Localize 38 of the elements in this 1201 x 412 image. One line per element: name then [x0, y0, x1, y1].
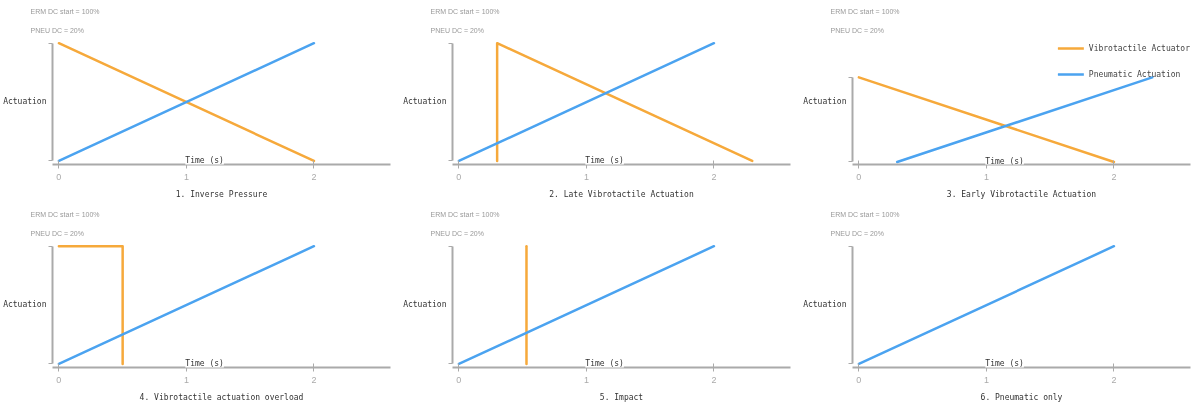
- y-axis-title: Actuation: [403, 97, 447, 106]
- x-tick-label: 1: [983, 374, 989, 385]
- x-tick-label: 0: [856, 374, 862, 385]
- x-tick-label: 0: [56, 374, 62, 385]
- x-tick-label: 2: [311, 171, 317, 182]
- legend-label: Pneumatic Actuation: [1088, 69, 1181, 79]
- x-tick-label: 1: [983, 171, 989, 182]
- text: 2. Late Vibrotactile Actuation: [549, 189, 694, 199]
- x-tick-label: 1: [183, 374, 189, 385]
- x-tick-label: 1: [583, 374, 589, 385]
- x-axis-title: Time (s): [985, 359, 1024, 369]
- y-axis-title: Actuation: [3, 300, 47, 309]
- y-axis-title: Actuation: [403, 300, 447, 309]
- y-axis-title: Actuation: [803, 97, 847, 106]
- x-tick-label: 0: [856, 171, 862, 182]
- x-tick-label: 0: [456, 171, 462, 182]
- text: 6. Pneumatic only: [980, 392, 1063, 402]
- text: 3. Early Vibrotactile Actuation: [946, 189, 1097, 199]
- x-tick-label: 2: [711, 171, 717, 182]
- x-tick-label: 0: [456, 374, 462, 385]
- x-tick-label: 1: [583, 171, 589, 182]
- x-tick-label: 2: [1111, 374, 1117, 385]
- text: 5. Impact: [599, 392, 644, 402]
- x-tick-label: 2: [711, 374, 717, 385]
- legend-label: Vibrotactile Actuator: [1088, 43, 1190, 53]
- x-tick-label: 2: [1111, 171, 1117, 182]
- y-axis-title: Actuation: [3, 97, 47, 106]
- x-axis-title: Time (s): [185, 359, 224, 369]
- text: 1. Inverse Pressure: [175, 189, 268, 199]
- x-tick-label: 0: [56, 171, 62, 182]
- x-axis-title: Time (s): [585, 359, 624, 369]
- x-tick-label: 2: [311, 374, 317, 385]
- x-tick-label: 1: [183, 171, 189, 182]
- x-axis-title: Time (s): [585, 156, 624, 166]
- text: 4. Vibrotactile actuation overload: [139, 392, 304, 402]
- x-axis-title: Time (s): [985, 157, 1024, 167]
- y-axis-title: Actuation: [803, 300, 847, 309]
- x-axis-title: Time (s): [185, 156, 224, 166]
